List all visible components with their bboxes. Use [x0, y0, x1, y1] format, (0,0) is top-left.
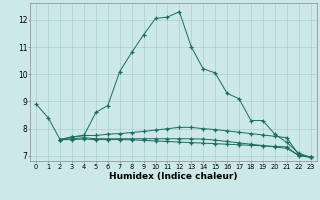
X-axis label: Humidex (Indice chaleur): Humidex (Indice chaleur) [109, 172, 238, 181]
